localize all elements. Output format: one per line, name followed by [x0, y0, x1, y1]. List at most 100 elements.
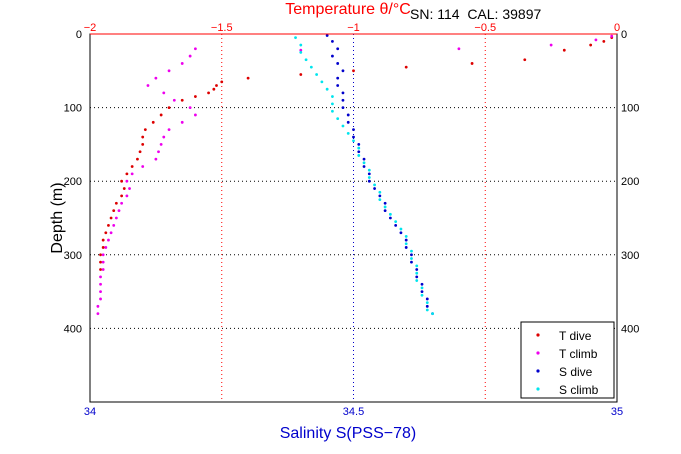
s-dive-point	[341, 69, 345, 73]
t-climb-point	[99, 297, 102, 301]
legend-marker	[536, 351, 540, 355]
s-climb-point	[320, 80, 324, 84]
t-climb-point	[159, 143, 163, 146]
t-climb-point	[167, 69, 171, 73]
s-climb-point	[357, 146, 361, 150]
t-climb-point	[99, 290, 102, 293]
s-climb-point	[341, 124, 345, 128]
t-climb-point	[120, 201, 124, 205]
t-climb-point	[117, 209, 121, 213]
s-dive-point	[420, 282, 424, 286]
s-dive-point	[331, 54, 334, 58]
s-climb-point	[357, 154, 361, 157]
s-dive-point	[352, 128, 355, 132]
y-axis-title: Depth (m)	[49, 182, 66, 253]
t-climb-point	[457, 47, 461, 51]
s-climb-point	[367, 168, 371, 172]
legend-entry: S climb	[559, 383, 599, 397]
y-tick-label: 400	[64, 323, 82, 335]
t-dive-point	[109, 216, 113, 220]
s-climb-point	[299, 43, 303, 47]
s-dive-point	[362, 165, 366, 168]
t-climb-point	[549, 43, 553, 47]
s-dive-point	[404, 238, 408, 242]
t-dive-point	[246, 76, 250, 80]
t-dive-point	[114, 201, 118, 205]
s-climb-point	[352, 139, 355, 143]
t-climb-point	[99, 282, 102, 286]
t-climb-point	[104, 246, 108, 249]
s-climb-point	[315, 73, 319, 76]
t-climb-point	[154, 157, 158, 161]
t-climb-point	[154, 76, 158, 80]
t-dive-point	[136, 157, 139, 161]
s-climb-point	[331, 95, 334, 98]
legend-entry: T dive	[559, 329, 592, 343]
s-dive-point	[425, 304, 429, 308]
t-dive-point	[589, 43, 593, 47]
s-dive-point	[336, 84, 340, 87]
t-climb-point	[194, 113, 197, 117]
s-dive-point	[336, 47, 340, 51]
t-dive-point	[120, 179, 124, 183]
s-climb-point	[425, 308, 429, 312]
t-dive-point	[99, 260, 102, 264]
s-climb-point	[404, 235, 408, 238]
x-top-tick-label: −2	[84, 22, 97, 34]
t-dive-point	[470, 62, 474, 65]
s-dive-point	[331, 39, 334, 43]
s-climb-point	[431, 312, 434, 316]
t-climb-point	[99, 275, 102, 279]
s-dive-point	[410, 260, 413, 264]
t-climb-point	[299, 48, 303, 52]
t-dive-point	[215, 84, 218, 87]
s-dive-point	[394, 223, 398, 227]
legend-entry: S dive	[559, 365, 593, 379]
s-dive-point	[415, 275, 419, 279]
s-dive-point	[415, 268, 419, 271]
s-climb-point	[362, 161, 366, 165]
t-dive-point	[120, 194, 124, 198]
t-dive-point	[104, 231, 108, 235]
t-dive-point	[602, 39, 606, 43]
t-climb-point	[162, 91, 166, 95]
t-dive-point	[352, 69, 355, 73]
t-dive-point	[404, 65, 408, 69]
s-dive-point	[425, 297, 429, 301]
s-dive-point	[420, 290, 424, 293]
x-bottom-tick-label: 34	[84, 406, 96, 418]
t-climb-point	[107, 238, 110, 242]
t-climb-point	[125, 194, 129, 198]
t-dive-point	[212, 87, 216, 91]
s-climb-point	[410, 257, 413, 260]
t-dive-point	[99, 253, 102, 257]
s-climb-point	[331, 109, 334, 113]
t-dive-point	[523, 58, 527, 62]
t-climb-point	[109, 231, 113, 235]
s-climb-point	[378, 190, 382, 194]
s-dive-point	[346, 113, 350, 117]
s-climb-point	[325, 87, 329, 91]
t-climb-point	[188, 106, 192, 109]
y-tick-label: 0	[76, 29, 82, 41]
s-dive-point	[388, 216, 392, 220]
t-climb-point	[172, 98, 176, 102]
y-tick-label-right: 400	[621, 323, 639, 335]
t-climb-point	[188, 54, 192, 58]
x-top-tick-label: 0	[614, 22, 620, 34]
t-climb-point	[125, 179, 129, 183]
s-climb-point	[415, 271, 419, 275]
s-dive-point	[357, 150, 361, 154]
s-climb-point	[383, 205, 387, 209]
s-climb-point	[420, 293, 424, 297]
s-dive-point	[341, 98, 345, 102]
t-climb-point	[146, 84, 150, 87]
s-climb-point	[309, 65, 313, 69]
data-series	[96, 34, 614, 316]
legend: T dive T climb S dive S climb	[520, 321, 615, 399]
t-climb-point	[128, 187, 131, 190]
s-climb-point	[331, 102, 334, 106]
t-dive-point	[107, 223, 110, 227]
legend-marker	[536, 333, 540, 337]
t-climb-point	[180, 120, 184, 124]
